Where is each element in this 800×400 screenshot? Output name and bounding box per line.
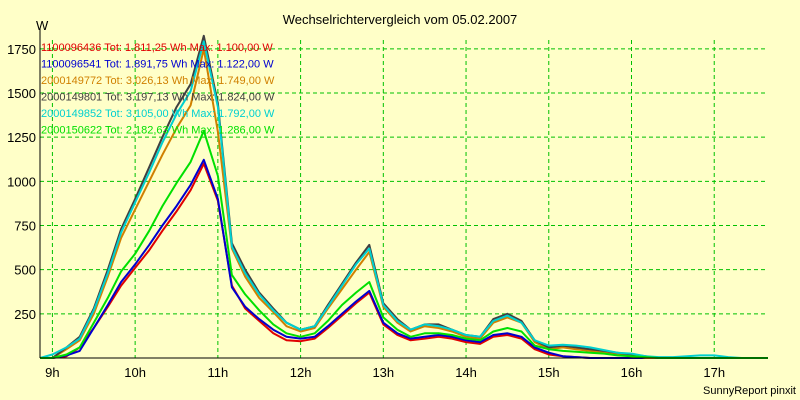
x-tick-label: 17h [703,365,725,380]
y-tick-label: 250 [14,307,36,322]
y-tick-label: 1750 [7,42,36,57]
x-tick-label: 14h [455,365,477,380]
x-tick-label: 9h [45,365,59,380]
footer-credit: SunnyReport pinxit [703,385,796,397]
y-axis-unit-label: W [36,18,49,33]
legend-entry-1100096436: 1100096436 Tot: 1.811,25 Wh Max: 1.100,0… [41,42,273,54]
legend-entry-2000149772: 2000149772 Tot: 3.026,13 Wh Max: 1.749,0… [41,75,275,87]
legend-entry-2000149852: 2000149852 Tot: 3.105,00 Wh Max: 1.792,0… [41,108,275,120]
x-tick-label: 12h [290,365,312,380]
y-tick-label: 1500 [7,86,36,101]
y-tick-label: 1250 [7,130,36,145]
legend-entry-1100096541: 1100096541 Tot: 1.891,75 Wh Max: 1.122,0… [41,59,274,71]
x-tick-label: 10h [124,365,146,380]
y-tick-label: 1000 [7,174,36,189]
x-tick-label: 11h [207,365,228,380]
y-tick-label: 750 [14,219,36,234]
x-tick-label: 13h [372,365,394,380]
plot-area [40,40,768,358]
x-tick-label: 15h [538,365,560,380]
legend-entry-2000149801: 2000149801 Tot: 3.197,13 Wh Max: 1.824,0… [41,92,275,104]
y-tick-label: 500 [14,263,36,278]
x-tick-label: 16h [621,365,643,380]
legend-entry-2000150622: 2000150622 Tot: 2.182,63 Wh Max: 1.286,0… [41,125,275,137]
series-line-2000150622 [40,129,768,359]
chart-title: Wechselrichtervergleich vom 05.02.2007 [283,12,518,27]
